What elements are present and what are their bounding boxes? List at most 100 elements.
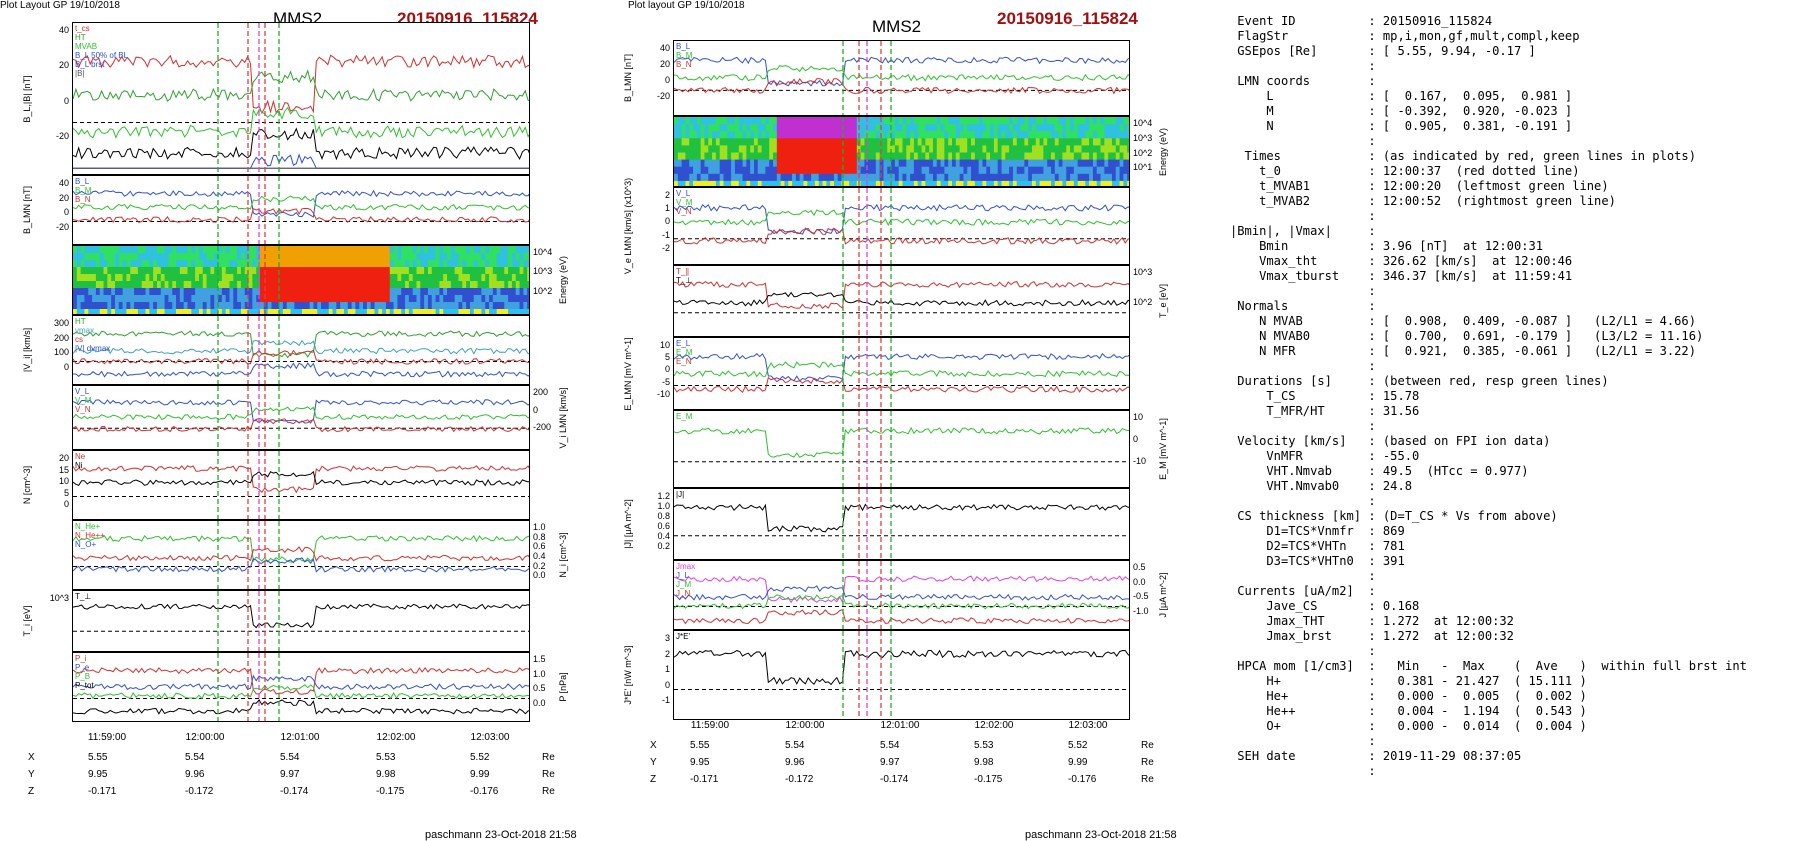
spectrogram-cell [719, 159, 725, 168]
spectrogram-cell [248, 274, 253, 282]
spectrogram-cell [1039, 138, 1045, 146]
spectrogram-cell [370, 253, 376, 261]
spectrogram-cell [689, 131, 694, 139]
spectrogram-cell [153, 302, 158, 310]
spectrogram-cell [225, 309, 231, 314]
spectrogram-cell [971, 166, 976, 175]
spectrogram-cell [385, 260, 391, 268]
spectrogram-cell [952, 173, 957, 182]
y-tick-label: 0 [664, 364, 670, 375]
spectrogram-cell [202, 309, 208, 314]
spectrogram-cell [92, 253, 97, 261]
spectrogram-cell [130, 302, 135, 310]
spectrogram-cell [1104, 173, 1109, 182]
spectrogram-cell [1016, 166, 1022, 175]
spectrogram-cell [1031, 166, 1037, 175]
spectrogram-cell [731, 117, 736, 125]
spectrogram-cell [1073, 138, 1079, 146]
spectrogram-cell [298, 295, 303, 303]
spectrogram-cell [1035, 173, 1041, 182]
spectrogram-cell [374, 253, 379, 261]
spectrogram-cell [118, 288, 124, 296]
spectrogram-cell [198, 267, 204, 275]
position-row-label: Z [650, 774, 657, 785]
spectrogram-cell [1012, 166, 1018, 175]
spectrogram-cell [431, 309, 437, 314]
spectrogram-cell [967, 131, 972, 139]
spectrogram-cell [80, 253, 86, 261]
spectrogram-cell [674, 138, 679, 146]
spectrogram-cell [111, 302, 116, 310]
spectrogram-cell [925, 124, 930, 132]
legend-entry: |V| dvmax [75, 344, 111, 353]
spectrogram-cell [1020, 173, 1025, 182]
spectrogram-cell [263, 267, 269, 275]
y-tick-label: 0.6 [657, 521, 670, 531]
spectrogram-cell [822, 145, 827, 154]
y-tick-label: -20 [55, 130, 69, 141]
spectrogram-cell [921, 145, 926, 154]
spectrogram-cell [902, 180, 907, 186]
spectrogram-cell [385, 274, 391, 282]
spectrogram-cell [233, 274, 238, 282]
spectrogram-cell [370, 309, 376, 314]
spectrogram-cell [1123, 173, 1128, 182]
spectrogram-cell [1066, 145, 1071, 154]
spectrogram-cell [351, 295, 357, 303]
position-value: -0.175 [376, 786, 405, 797]
spectrogram-cell [1070, 145, 1075, 154]
spectrogram-cell [214, 281, 219, 289]
spectrogram-cell [910, 117, 915, 125]
spectrogram-cell [73, 260, 78, 268]
spectrogram-cell [336, 309, 341, 314]
spectrogram-cell [845, 117, 850, 125]
spectrogram-cell [511, 267, 517, 275]
panel-y-label: P [nPa] [558, 672, 568, 702]
spectrogram-cell [214, 288, 219, 296]
spectrogram-cell [508, 274, 513, 282]
spectrogram-cell [198, 309, 204, 314]
spectrogram-cell [875, 159, 881, 168]
spectrogram-cell [122, 302, 128, 310]
spectrogram-cell [1070, 166, 1075, 175]
spectrogram-cell [826, 145, 831, 154]
spectrogram-cell [248, 302, 253, 310]
spectrogram-cell [906, 159, 911, 168]
spectrogram-cell [1123, 131, 1128, 139]
spectrogram-cell [260, 295, 265, 303]
spectrogram-cell [263, 246, 269, 254]
spectrogram-cell [401, 260, 406, 268]
spectrogram-cell [742, 152, 747, 161]
spectrogram-cell [917, 124, 923, 132]
spectrogram-cell [153, 295, 158, 303]
spectrogram-cell [750, 159, 755, 168]
spectrogram-cell [997, 159, 1003, 168]
spectrogram-cell [385, 288, 391, 296]
spectrogram-cell [681, 138, 687, 146]
spectrogram-cell [176, 253, 181, 261]
spectrogram-cell [677, 124, 683, 132]
position-value: 5.54 [880, 740, 900, 751]
spectrogram-cell [1062, 124, 1067, 132]
spectrogram-cell [462, 281, 467, 289]
spectrogram-cell [435, 253, 440, 261]
spectrogram-cell [982, 159, 987, 168]
spectrogram-cell [750, 131, 755, 139]
spectrogram-cell [1043, 131, 1048, 139]
spectrogram-cell [1035, 117, 1041, 125]
legend-entry: |J| [676, 490, 685, 499]
spectrogram-cell [906, 166, 911, 175]
spectrogram-cell [963, 180, 968, 186]
info-line: : [1230, 284, 1376, 298]
spectrogram-cell [118, 274, 124, 282]
spectrogram-cell [408, 302, 414, 310]
spectrogram-cell [149, 267, 154, 275]
spectrogram-cell [141, 267, 147, 275]
panel-graphics [674, 41, 1129, 115]
spectrogram-cell [527, 281, 529, 289]
spectrogram-cell [1073, 173, 1079, 182]
info-line: SEH date : 2019-11-29 08:37:05 [1230, 749, 1522, 763]
spectrogram-cell [527, 260, 529, 268]
spectrogram-cell [967, 117, 972, 125]
spectrogram-cell [489, 260, 494, 268]
